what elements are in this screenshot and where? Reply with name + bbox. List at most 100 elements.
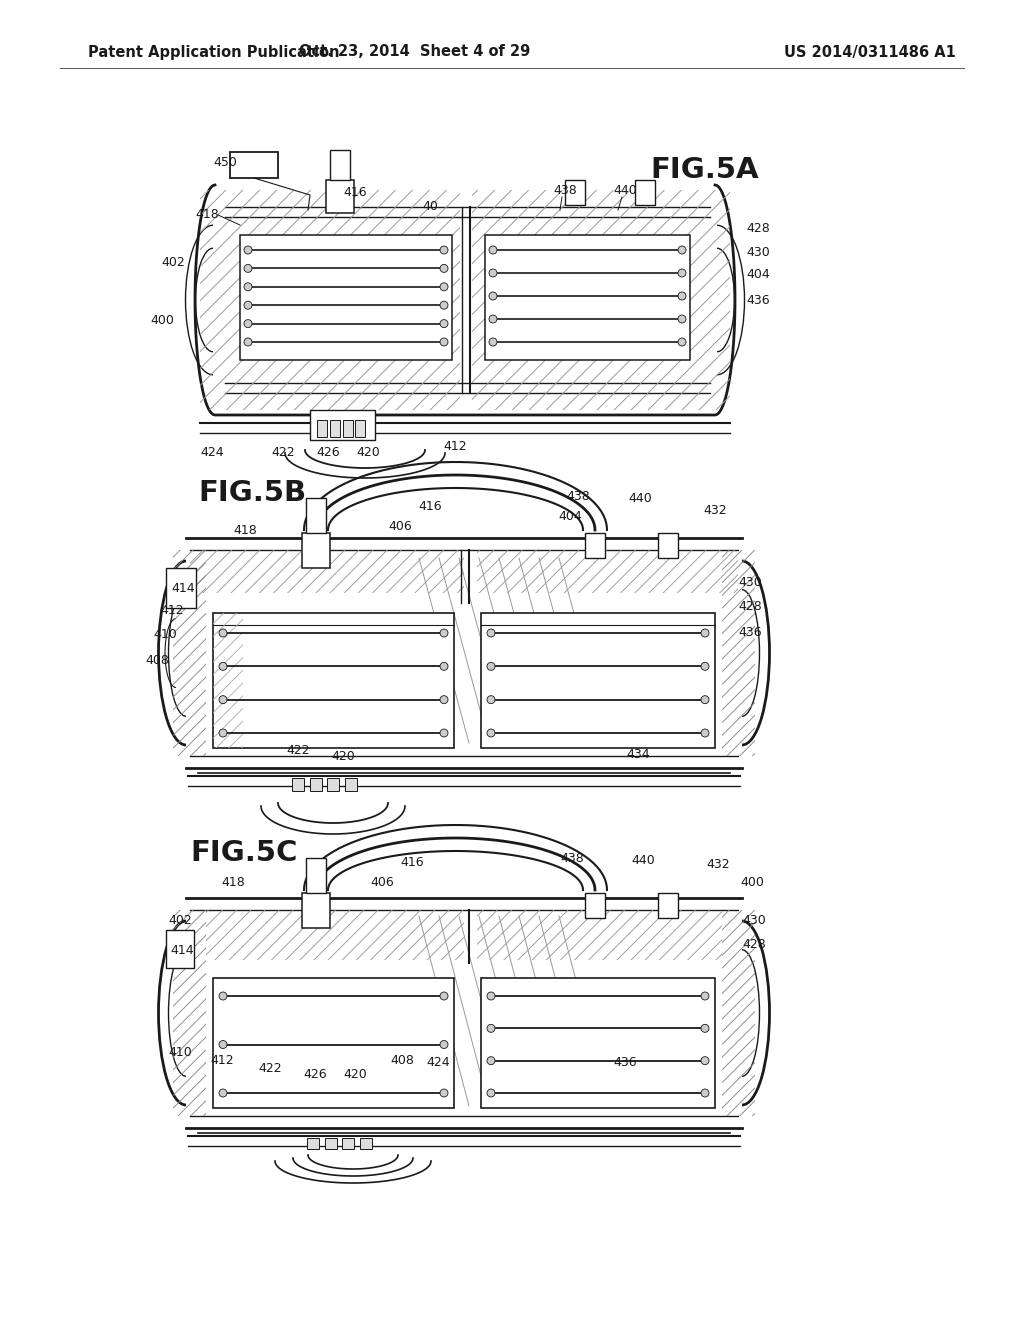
Circle shape xyxy=(219,729,227,737)
Text: 428: 428 xyxy=(742,939,766,952)
Circle shape xyxy=(219,993,227,1001)
Circle shape xyxy=(701,729,709,737)
Text: 430: 430 xyxy=(746,246,770,259)
Circle shape xyxy=(440,319,449,327)
Text: 414: 414 xyxy=(171,582,195,594)
Circle shape xyxy=(244,282,252,290)
Bar xyxy=(327,777,339,791)
Circle shape xyxy=(440,993,449,1001)
Circle shape xyxy=(219,1089,227,1097)
Bar xyxy=(166,931,194,968)
Text: 426: 426 xyxy=(316,446,340,458)
Circle shape xyxy=(440,264,449,272)
Text: 440: 440 xyxy=(631,854,655,866)
Text: 420: 420 xyxy=(343,1068,367,1081)
Circle shape xyxy=(440,630,449,638)
Text: 440: 440 xyxy=(628,491,652,504)
Bar xyxy=(330,420,340,437)
Text: 418: 418 xyxy=(196,209,219,222)
Text: 412: 412 xyxy=(443,441,467,454)
Circle shape xyxy=(487,1057,495,1065)
Text: 436: 436 xyxy=(746,293,770,306)
Bar xyxy=(635,180,655,205)
Circle shape xyxy=(489,338,497,346)
Circle shape xyxy=(219,1040,227,1048)
Circle shape xyxy=(678,338,686,346)
Circle shape xyxy=(440,729,449,737)
Bar xyxy=(481,612,715,748)
Text: 404: 404 xyxy=(746,268,770,281)
Bar xyxy=(345,777,357,791)
Text: 402: 402 xyxy=(168,913,191,927)
Circle shape xyxy=(489,269,497,277)
Circle shape xyxy=(489,246,497,253)
Text: 420: 420 xyxy=(356,446,380,458)
Text: FIG.5C: FIG.5C xyxy=(190,840,297,867)
Text: 438: 438 xyxy=(553,183,577,197)
Bar xyxy=(360,1138,372,1148)
Text: 406: 406 xyxy=(388,520,412,532)
Text: 416: 416 xyxy=(400,857,424,870)
Circle shape xyxy=(678,269,686,277)
Bar xyxy=(343,420,353,437)
Circle shape xyxy=(701,993,709,1001)
Circle shape xyxy=(440,282,449,290)
Circle shape xyxy=(701,1024,709,1032)
Circle shape xyxy=(487,696,495,704)
Text: 450: 450 xyxy=(213,156,237,169)
Text: 422: 422 xyxy=(286,743,310,756)
Circle shape xyxy=(440,338,449,346)
Text: 424: 424 xyxy=(426,1056,450,1068)
Bar xyxy=(485,235,690,360)
Circle shape xyxy=(487,729,495,737)
Text: 416: 416 xyxy=(343,186,367,199)
Circle shape xyxy=(678,246,686,253)
Bar xyxy=(481,978,715,1107)
Bar xyxy=(658,894,678,917)
Circle shape xyxy=(219,663,227,671)
Bar xyxy=(292,777,304,791)
Circle shape xyxy=(440,663,449,671)
Text: 420: 420 xyxy=(331,751,355,763)
Text: 40: 40 xyxy=(422,201,438,214)
Text: 418: 418 xyxy=(233,524,257,536)
Bar xyxy=(306,858,326,894)
Circle shape xyxy=(244,246,252,253)
Bar xyxy=(306,498,326,533)
Bar xyxy=(302,533,330,568)
Bar xyxy=(310,411,375,440)
Text: 404: 404 xyxy=(558,510,582,523)
Bar xyxy=(213,978,454,1107)
Circle shape xyxy=(440,301,449,309)
Text: 416: 416 xyxy=(418,499,441,512)
Text: 432: 432 xyxy=(703,503,727,516)
Bar xyxy=(310,777,322,791)
Circle shape xyxy=(489,292,497,300)
Text: 432: 432 xyxy=(707,858,730,871)
Text: FIG.5A: FIG.5A xyxy=(650,156,759,183)
Circle shape xyxy=(487,663,495,671)
Circle shape xyxy=(701,663,709,671)
Text: 424: 424 xyxy=(200,446,224,458)
Circle shape xyxy=(219,630,227,638)
Bar xyxy=(565,180,585,205)
Text: 410: 410 xyxy=(168,1045,191,1059)
Text: 434: 434 xyxy=(627,748,650,762)
Text: 422: 422 xyxy=(271,446,295,458)
Bar xyxy=(585,894,605,917)
Text: 412: 412 xyxy=(160,603,184,616)
Circle shape xyxy=(487,993,495,1001)
Bar xyxy=(240,235,452,360)
Bar xyxy=(307,1138,319,1148)
Circle shape xyxy=(701,696,709,704)
Circle shape xyxy=(219,696,227,704)
Text: 430: 430 xyxy=(742,913,766,927)
Text: 436: 436 xyxy=(613,1056,637,1068)
Circle shape xyxy=(440,1089,449,1097)
Circle shape xyxy=(244,301,252,309)
Circle shape xyxy=(440,696,449,704)
Text: 438: 438 xyxy=(566,491,590,503)
Circle shape xyxy=(440,1040,449,1048)
Circle shape xyxy=(678,315,686,323)
Bar xyxy=(658,533,678,558)
